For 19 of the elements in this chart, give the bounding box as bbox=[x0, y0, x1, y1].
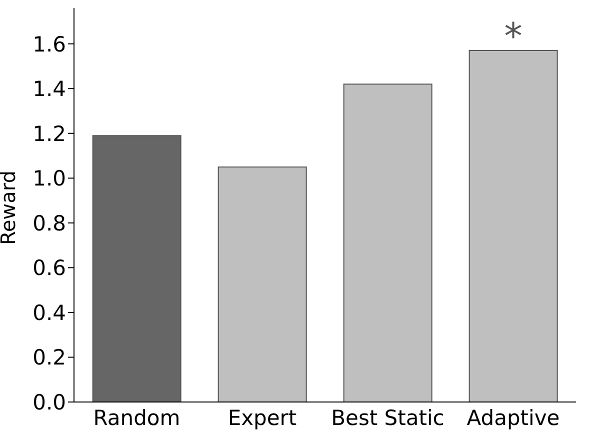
x-tick-label: Expert bbox=[228, 406, 297, 430]
y-tick-label: 1.4 bbox=[32, 77, 66, 102]
y-tick-label: 0.4 bbox=[32, 300, 66, 325]
y-tick-label: 1.6 bbox=[32, 32, 66, 56]
y-tick-label: 0.8 bbox=[32, 211, 66, 236]
y-tick-label: 1.0 bbox=[32, 166, 66, 191]
bar bbox=[92, 135, 182, 402]
y-tick-label: 0.6 bbox=[32, 256, 66, 280]
y-tick-label: 0.0 bbox=[32, 390, 66, 414]
bar bbox=[218, 166, 307, 402]
y-tick-label: 1.2 bbox=[32, 122, 66, 146]
bar bbox=[468, 50, 558, 402]
y-tick-label: 0.2 bbox=[32, 346, 66, 370]
bar bbox=[343, 84, 432, 402]
x-tick-label: Adaptive bbox=[466, 406, 560, 430]
y-axis-title: Reward bbox=[0, 170, 20, 245]
x-tick-label: Best Static bbox=[331, 406, 444, 430]
x-tick-label: Random bbox=[93, 406, 180, 430]
annotation: * bbox=[504, 16, 522, 58]
